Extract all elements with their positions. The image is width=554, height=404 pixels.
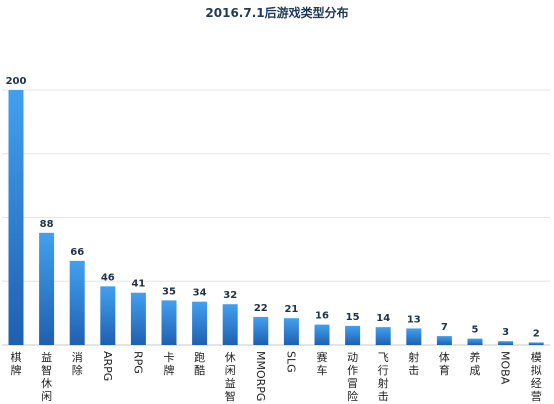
bar xyxy=(528,342,544,345)
category-label: 动作冒险 xyxy=(347,351,358,403)
data-label: 13 xyxy=(407,314,421,325)
data-label: 21 xyxy=(284,304,298,315)
data-label: 5 xyxy=(472,325,479,336)
bar xyxy=(283,318,299,345)
category-label: 跑酷 xyxy=(194,350,205,377)
category-label: SLG xyxy=(284,351,297,373)
bar xyxy=(253,316,269,345)
bar xyxy=(100,286,116,345)
data-label: 16 xyxy=(315,311,329,322)
category-label: MOBA xyxy=(499,351,512,385)
bar xyxy=(375,327,391,345)
bar xyxy=(161,300,177,345)
category-label: 消除 xyxy=(72,350,83,377)
category-label: 射击 xyxy=(408,350,419,377)
category-label: RPG xyxy=(131,351,144,374)
bars xyxy=(8,90,544,345)
data-label: 3 xyxy=(502,327,509,338)
category-label: 棋牌 xyxy=(11,350,22,377)
bar xyxy=(8,90,24,345)
bar xyxy=(39,232,55,345)
category-label: 模拟经营 xyxy=(531,351,542,403)
data-label: 35 xyxy=(162,286,176,297)
data-label: 66 xyxy=(70,247,84,258)
bar xyxy=(436,336,452,345)
bar xyxy=(314,324,330,345)
data-label: 14 xyxy=(376,313,390,324)
data-label: 32 xyxy=(223,290,237,301)
category-label: 赛车 xyxy=(317,350,328,377)
bar xyxy=(69,260,85,345)
category-label: ARPG xyxy=(101,351,114,381)
category-label: 飞行射击 xyxy=(378,351,389,403)
bar xyxy=(192,301,208,345)
chart-title: 2016.7.1后游戏类型分布 xyxy=(205,6,349,20)
category-label: 养成 xyxy=(470,350,481,377)
bar xyxy=(406,328,422,345)
category-label: 体育 xyxy=(439,350,450,377)
data-label: 34 xyxy=(193,288,207,299)
bar xyxy=(498,341,514,345)
bar xyxy=(222,304,238,345)
data-label: 88 xyxy=(40,219,54,230)
gridlines xyxy=(2,89,550,346)
data-label: 2 xyxy=(533,328,540,339)
category-label: 卡牌 xyxy=(164,351,175,377)
bar xyxy=(345,325,361,345)
category-label: 益智休闲 xyxy=(41,350,52,403)
data-label: 7 xyxy=(441,322,448,333)
data-label: 200 xyxy=(6,76,27,87)
bar xyxy=(467,338,483,345)
category-label: MMORPG xyxy=(254,351,267,401)
category-label: 休闲益智 xyxy=(225,351,236,403)
data-label: 46 xyxy=(101,272,115,283)
data-label: 15 xyxy=(346,312,360,323)
data-label: 22 xyxy=(254,303,268,314)
bar xyxy=(130,292,146,345)
data-label: 41 xyxy=(131,279,145,290)
